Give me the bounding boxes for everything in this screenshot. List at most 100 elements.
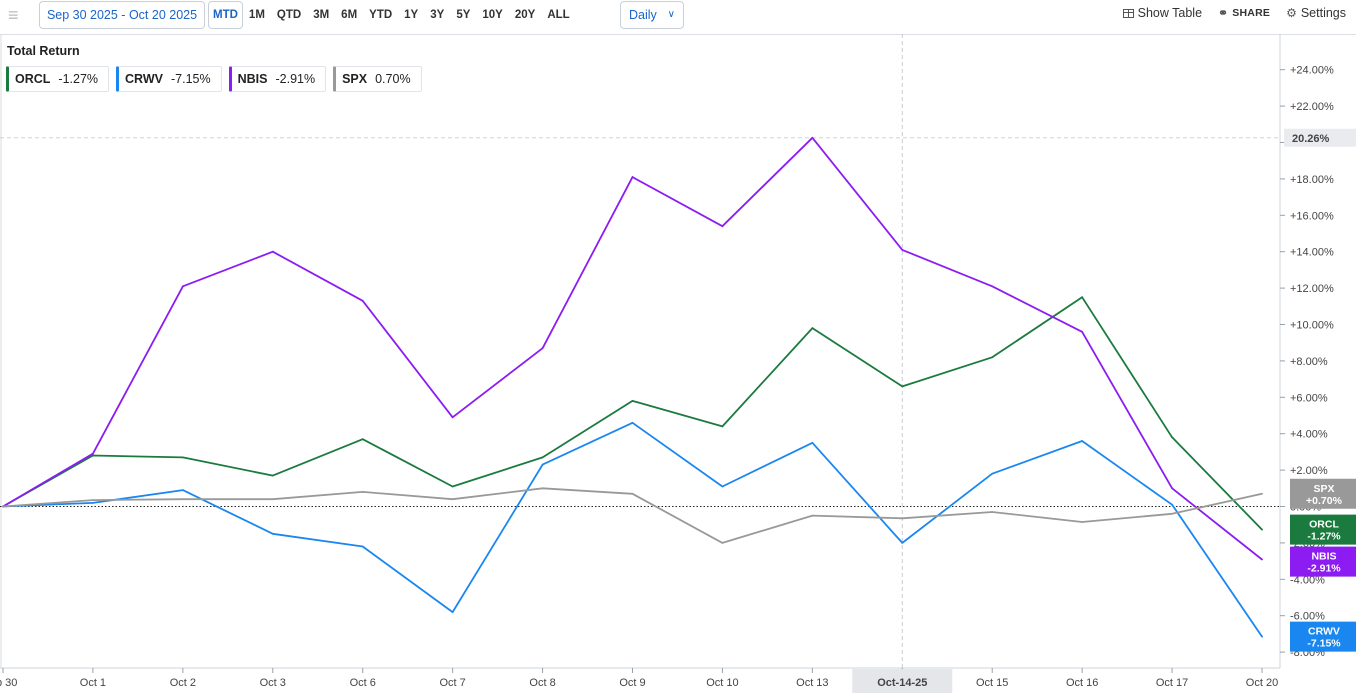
period-3y[interactable]: 3Y: [430, 9, 445, 21]
share-label: SHARE: [1232, 7, 1271, 19]
legend: ORCL -1.27% CRWV -7.15% NBIS -2.91% SPX 0.70%: [6, 66, 422, 92]
x-tick-label: Oct 10: [706, 677, 738, 689]
data-point-nbis: [181, 285, 184, 288]
interval-select[interactable]: Daily ∨: [620, 1, 684, 29]
end-tag-nbis: [1290, 546, 1356, 577]
data-point-nbis: [1081, 330, 1084, 333]
interval-value: Daily: [629, 8, 657, 22]
legend-value: -1.27%: [58, 72, 99, 86]
y-tick-label: +6.00%: [1290, 392, 1328, 404]
data-point-crwv: [991, 472, 994, 475]
data-point-orcl: [541, 456, 544, 459]
data-point-spx: [271, 498, 274, 501]
data-point-orcl: [631, 400, 634, 402]
legend-item-orcl[interactable]: ORCL -1.27%: [6, 66, 110, 92]
x-tick-label: Oct 9: [619, 677, 645, 689]
end-tag-crwv: [1290, 621, 1356, 652]
x-tick-label: Oct 1: [80, 677, 106, 689]
data-point-spx: [901, 517, 904, 520]
settings-button[interactable]: ⚙ Settings: [1286, 6, 1346, 20]
period-10y[interactable]: 10Y: [482, 9, 503, 21]
period-qtd[interactable]: QTD: [276, 9, 302, 21]
end-tag-value: +0.70%: [1306, 495, 1343, 507]
legend-item-crwv[interactable]: CRWV -7.15%: [116, 66, 222, 92]
y-tick-label: +10.00%: [1290, 320, 1334, 332]
data-point-crwv: [1261, 635, 1263, 638]
data-point-nbis: [92, 452, 94, 455]
chart-title: Total Return: [7, 44, 80, 58]
data-point-crwv: [1081, 440, 1084, 442]
data-point-spx: [361, 491, 364, 493]
show-table-button[interactable]: Show Table: [1122, 6, 1202, 20]
share-button[interactable]: ⚭ SHARE: [1218, 6, 1270, 20]
legend-item-nbis[interactable]: NBIS -2.91%: [228, 66, 327, 92]
data-point-orcl: [1171, 436, 1173, 439]
period-20y[interactable]: 20Y: [514, 9, 536, 21]
data-point-nbis: [271, 250, 274, 253]
date-range-picker[interactable]: Sep 30 2025 - Oct 20 2025: [39, 1, 205, 29]
period-1m[interactable]: 1M: [248, 9, 265, 21]
series-line-spx[interactable]: [2, 487, 1263, 544]
period-3m[interactable]: 3M: [313, 9, 330, 21]
data-point-crwv: [451, 611, 454, 613]
x-tick-label: Oct 2: [170, 677, 196, 689]
data-point-orcl: [901, 385, 904, 388]
y-tick-label: +8.00%: [1290, 356, 1328, 368]
data-point-crwv: [1171, 503, 1173, 506]
data-point-spx: [451, 498, 454, 501]
period-ytd[interactable]: YTD: [369, 9, 393, 21]
y-tick-label: +16.00%: [1290, 210, 1334, 222]
data-point-orcl: [811, 327, 814, 330]
data-point-orcl: [1081, 296, 1084, 299]
data-point-spx: [721, 542, 724, 544]
data-point-spx: [541, 487, 544, 490]
data-point-crwv: [721, 485, 724, 488]
period-mtd[interactable]: MTD: [208, 1, 243, 29]
legend-item-spx[interactable]: SPX 0.70%: [333, 66, 422, 92]
max-marker-label: 20.26%: [1292, 133, 1330, 145]
legend-symbol: SPX: [342, 72, 368, 86]
chart-area[interactable]: +24.00%+22.00%+20.00%+18.00%+16.00%+14.0…: [0, 34, 1356, 693]
data-point-orcl: [991, 356, 994, 359]
period-1y[interactable]: 1Y: [404, 9, 419, 21]
data-point-orcl: [451, 485, 454, 488]
data-point-orcl: [721, 425, 724, 428]
period-5y[interactable]: 5Y: [456, 9, 471, 21]
y-tick-label: +18.00%: [1290, 174, 1334, 186]
data-point-crwv: [92, 501, 94, 504]
period-6m[interactable]: 6M: [341, 9, 358, 21]
data-point-nbis: [721, 225, 724, 228]
x-tick-label: Oct 7: [439, 677, 465, 689]
data-point-crwv: [901, 542, 904, 544]
x-tick-label: Oct 6: [350, 677, 376, 689]
period-all[interactable]: ALL: [547, 9, 570, 21]
y-tick-label: +14.00%: [1290, 247, 1334, 259]
x-highlight-box: [852, 669, 953, 693]
y-tick-label: +4.00%: [1290, 429, 1328, 441]
data-point-nbis: [541, 347, 544, 350]
data-point-crwv: [271, 532, 274, 535]
data-point-orcl: [92, 454, 94, 457]
data-point-nbis: [901, 248, 904, 251]
end-tag-symbol: SPX: [1313, 483, 1334, 495]
toolbar-actions: Show Table ⚭ SHARE ⚙ Settings: [1122, 6, 1346, 20]
data-point-spx: [2, 505, 4, 508]
x-tick-label: Oct 15: [976, 677, 1008, 689]
series-line-crwv[interactable]: [2, 421, 1263, 638]
data-point-spx: [92, 499, 94, 502]
data-point-orcl: [1261, 528, 1263, 531]
menu-icon[interactable]: ≡: [8, 5, 19, 25]
y-tick-label: +24.00%: [1290, 65, 1334, 77]
table-icon: [1122, 8, 1134, 18]
x-tick-label: Oct 17: [1156, 677, 1188, 689]
y-tick-label: +2.00%: [1290, 465, 1328, 477]
data-point-nbis: [631, 176, 634, 178]
series-line-nbis[interactable]: [2, 136, 1263, 561]
data-point-spx: [181, 498, 184, 501]
data-point-spx: [1261, 492, 1263, 495]
data-point-nbis: [451, 416, 454, 419]
end-tag-value: -2.91%: [1307, 563, 1341, 575]
toolbar: ≡ Sep 30 2025 - Oct 20 2025 MTD 1M QTD 3M 6M…: [0, 0, 1356, 35]
x-tick-label: Oct 13: [796, 677, 828, 689]
x-tick-label: Oct 20: [1246, 677, 1278, 689]
